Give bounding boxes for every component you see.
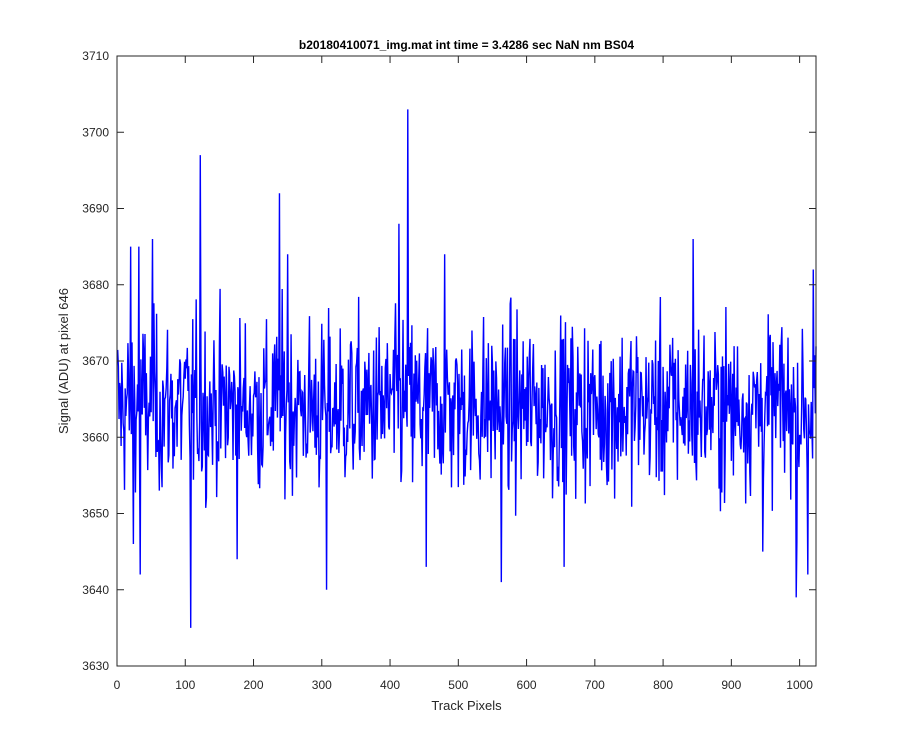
x-tick-label: 1000 [786, 678, 813, 692]
y-tick-label: 3700 [82, 125, 109, 139]
x-tick-label: 900 [721, 678, 741, 692]
plot-frame [116, 55, 817, 667]
x-tick-label: 500 [448, 678, 468, 692]
y-tick-label: 3640 [82, 583, 109, 597]
y-tick-label: 3680 [82, 278, 109, 292]
x-tick-label: 600 [517, 678, 537, 692]
signal-series-line [116, 109, 817, 628]
x-tick-label: 100 [175, 678, 195, 692]
x-tick-label: 400 [380, 678, 400, 692]
y-tick-label: 3630 [82, 659, 109, 673]
tick-layer: 0 100 200 300 400 500 600 700 800 900 1000 3630 3640… [82, 49, 816, 692]
x-axis-label: Track Pixels [431, 698, 502, 713]
x-tick-label: 700 [585, 678, 605, 692]
y-tick-label: 3660 [82, 430, 109, 444]
data-layer [116, 109, 817, 628]
x-tick-label: 300 [312, 678, 332, 692]
y-axis-label: Signal (ADU) at pixel 646 [56, 288, 71, 434]
y-tick-label: 3670 [82, 354, 109, 368]
chart-title: b20180410071_img.mat int time = 3.4286 s… [299, 38, 635, 52]
x-tick-label: 200 [244, 678, 264, 692]
y-tick-label: 3650 [82, 507, 109, 521]
y-tick-label: 3710 [82, 49, 109, 63]
y-tick-label: 3690 [82, 202, 109, 216]
plot-area [117, 56, 816, 666]
x-tick-label: 800 [653, 678, 673, 692]
x-tick-label: 0 [114, 678, 121, 692]
